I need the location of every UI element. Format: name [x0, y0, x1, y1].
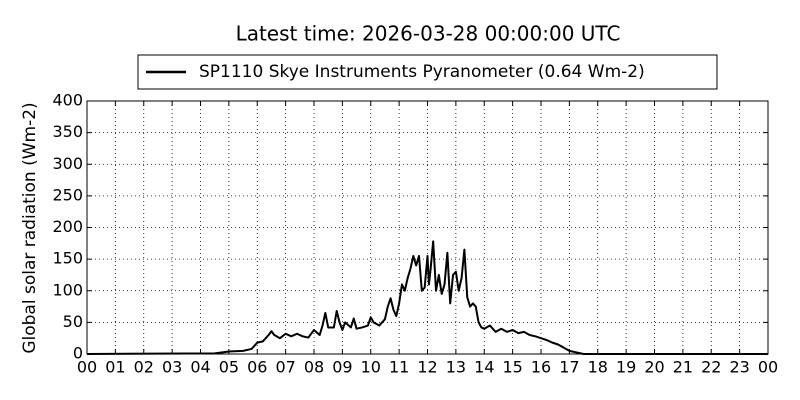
x-tick-label: 07	[275, 358, 295, 377]
x-tick-label: 18	[588, 358, 608, 377]
x-tick-label: 08	[304, 358, 324, 377]
x-tick-label: 02	[134, 358, 154, 377]
legend	[137, 54, 718, 90]
x-tick-label: 21	[673, 358, 693, 377]
x-tick-label: 11	[389, 358, 409, 377]
x-tick-label: 14	[474, 358, 494, 377]
y-tick-label: 350	[52, 122, 83, 141]
y-tick-label: 50	[63, 312, 83, 331]
y-tick-label: 0	[73, 344, 83, 363]
chart-title: Latest time: 2026-03-28 00:00:00 UTC	[236, 22, 621, 46]
y-tick-label: 250	[52, 185, 83, 204]
y-tick-label: 100	[52, 280, 83, 299]
y-axis-label: Global solar radiation (Wm-2)	[20, 102, 40, 353]
x-tick-label: 20	[644, 358, 664, 377]
x-tick-label: 17	[559, 358, 579, 377]
x-tick-label: 06	[247, 358, 267, 377]
y-tick-label: 300	[52, 154, 83, 173]
x-tick-label: 10	[361, 358, 381, 377]
plot-frame	[86, 100, 769, 355]
series-line	[86, 240, 768, 355]
x-tick-label: 01	[105, 358, 125, 377]
x-tick-label: 23	[729, 358, 749, 377]
y-tick-label: 200	[52, 217, 83, 236]
x-tick-label: 00	[77, 358, 97, 377]
x-tick-label: 09	[332, 358, 352, 377]
x-tick-label: 13	[446, 358, 466, 377]
x-tick-label: 16	[531, 358, 551, 377]
y-tick-label: 150	[52, 249, 83, 268]
x-tick-label: 15	[502, 358, 522, 377]
x-tick-label: 05	[219, 358, 239, 377]
y-tick-label: 400	[52, 91, 83, 110]
x-tick-label: 22	[701, 358, 721, 377]
x-tick-label: 03	[162, 358, 182, 377]
x-tick-label: 04	[190, 358, 210, 377]
legend-label: SP1110 Skye Instruments Pyranometer (0.6…	[199, 62, 645, 82]
x-tick-label: 12	[417, 358, 437, 377]
x-tick-label: 00	[758, 358, 778, 377]
x-tick-label: 19	[616, 358, 636, 377]
